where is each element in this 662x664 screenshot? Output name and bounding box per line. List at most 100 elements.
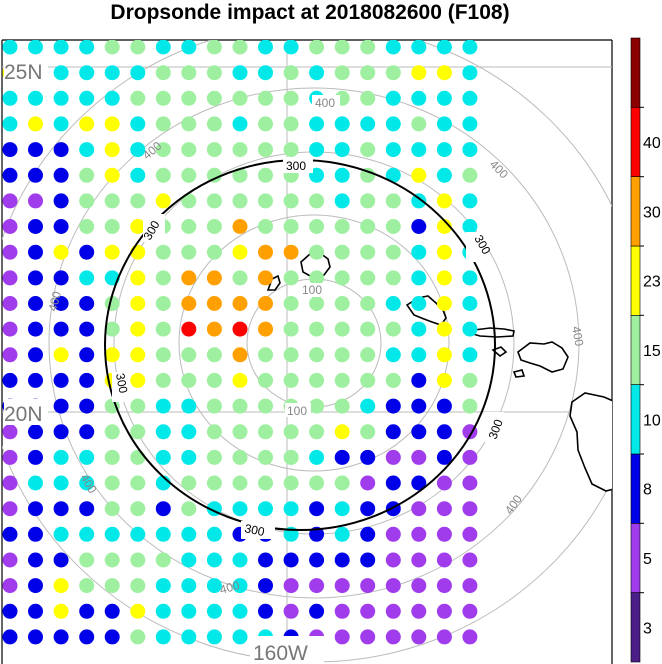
- impact-dot: [104, 244, 120, 260]
- ring-label-400-nw: 400: [140, 138, 165, 162]
- impact-dot: [283, 321, 299, 337]
- impact-dot: [2, 424, 18, 440]
- colorbar-segment: [630, 522, 641, 593]
- impact-dot: [360, 629, 376, 645]
- impact-dot: [53, 347, 69, 363]
- impact-dot: [360, 526, 376, 542]
- impact-dot: [181, 424, 197, 440]
- impact-dot: [130, 475, 146, 491]
- impact-dot: [130, 347, 146, 363]
- contour-label-west: 300: [113, 372, 130, 394]
- impact-dot: [334, 526, 350, 542]
- impact-dot: [283, 142, 299, 158]
- impact-dot: [53, 321, 69, 337]
- impact-dot: [104, 116, 120, 132]
- impact-dot: [155, 296, 171, 311]
- impact-dot: [258, 90, 273, 106]
- impact-dot: [360, 90, 376, 106]
- impact-dot: [206, 90, 222, 106]
- impact-dot: [360, 321, 376, 337]
- impact-dot: [283, 296, 299, 311]
- impact-dot: [436, 347, 452, 363]
- impact-dot: [462, 475, 478, 491]
- impact-dot: [79, 629, 95, 645]
- impact-dot: [206, 296, 222, 311]
- impact-dot: [2, 449, 18, 465]
- impact-dot: [232, 270, 248, 286]
- impact-dot: [232, 424, 248, 440]
- impact-dot: [309, 270, 325, 286]
- impact-dot: [334, 116, 350, 132]
- impact-dot: [462, 398, 478, 414]
- impact-dot: [28, 449, 43, 465]
- ring-label-400-north: 400: [315, 96, 335, 110]
- impact-dot: [79, 347, 95, 363]
- impact-dot: [2, 578, 18, 594]
- impact-dot: [309, 40, 325, 55]
- impact-dot: [385, 475, 401, 491]
- impact-dot: [309, 449, 325, 465]
- impact-dot: [181, 219, 197, 234]
- impact-dot: [130, 321, 146, 337]
- impact-dot: [206, 424, 222, 440]
- impact-dot: [53, 167, 69, 183]
- colorbar-segment: [630, 107, 641, 177]
- impact-dot: [181, 552, 197, 568]
- impact-dot: [436, 296, 452, 311]
- impact-dot: [28, 501, 43, 517]
- impact-dot: [104, 40, 120, 55]
- impact-dot: [2, 347, 18, 363]
- lon-label-160w: 160W: [253, 642, 308, 664]
- impact-dot: [28, 193, 43, 209]
- colorbar-segment: [630, 37, 641, 108]
- impact-dot: [385, 552, 401, 568]
- impact-dot: [155, 449, 171, 465]
- impact-dot: [104, 321, 120, 337]
- impact-dot: [130, 65, 146, 81]
- impact-dot: [104, 424, 120, 440]
- impact-dot: [436, 449, 452, 465]
- impact-dot: [411, 629, 427, 645]
- impact-dot: [436, 603, 452, 619]
- impact-dot: [232, 65, 248, 81]
- impact-dot: [155, 321, 171, 337]
- impact-dot: [411, 40, 427, 55]
- impact-dot: [181, 501, 197, 517]
- impact-dot: [334, 501, 350, 517]
- impact-dot: [385, 90, 401, 106]
- impact-dot: [309, 193, 325, 209]
- impact-dot: [130, 372, 146, 388]
- ring-label-400-ne: 400: [487, 157, 511, 181]
- impact-dot: [232, 629, 248, 645]
- impact-dot: [206, 629, 222, 645]
- impact-dot: [360, 372, 376, 388]
- impact-dot: [360, 65, 376, 81]
- impact-dot: [385, 629, 401, 645]
- impact-dot: [206, 142, 222, 158]
- impact-dot: [181, 90, 197, 106]
- impact-dot: [53, 219, 69, 234]
- impact-dot: [206, 270, 222, 286]
- impact-dot: [462, 347, 478, 363]
- impact-dot: [232, 219, 248, 234]
- impact-dot: [436, 398, 452, 414]
- impact-dot: [436, 501, 452, 517]
- impact-dot: [2, 270, 18, 286]
- impact-dot: [462, 270, 478, 286]
- impact-dot: [28, 372, 43, 388]
- impact-dot: [53, 475, 69, 491]
- colorbar-segment: [630, 176, 641, 247]
- impact-dot: [258, 116, 273, 132]
- impact-dot: [130, 398, 146, 414]
- impact-dot: [411, 449, 427, 465]
- impact-dot: [411, 270, 427, 286]
- impact-dot: [206, 526, 222, 542]
- ring-label-400-sw: 400: [77, 472, 99, 497]
- impact-dot: [309, 501, 325, 517]
- impact-dot: [334, 244, 350, 260]
- impact-dot: [130, 40, 146, 55]
- impact-dot: [360, 142, 376, 158]
- impact-dot: [155, 603, 171, 619]
- impact-dot: [309, 578, 325, 594]
- impact-dot: [181, 40, 197, 55]
